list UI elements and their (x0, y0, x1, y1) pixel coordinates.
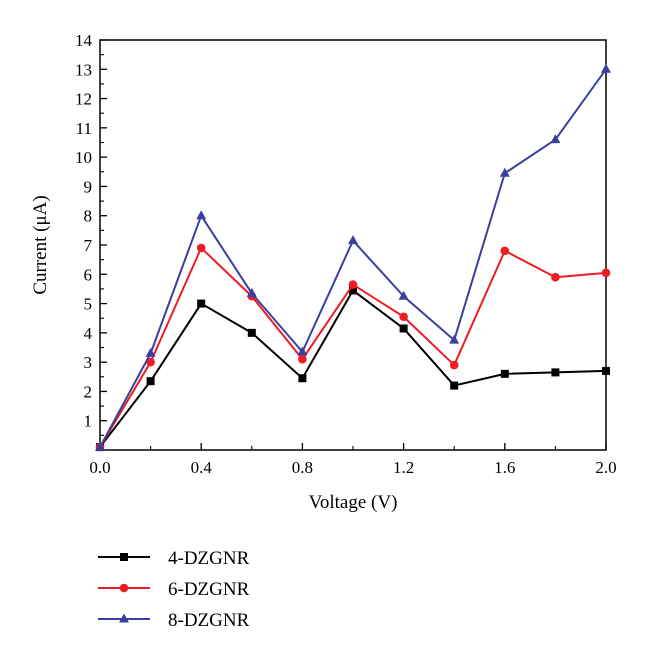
data-point (298, 374, 307, 383)
data-point (450, 381, 459, 390)
data-point (145, 347, 156, 357)
y-tick-label: 6 (84, 265, 93, 284)
y-tick-label: 13 (75, 60, 92, 79)
data-point (601, 63, 611, 73)
x-tick-label: 0.8 (292, 458, 313, 477)
legend: 4-DZGNR 6-DZGNR 8-DZGNR (98, 548, 250, 631)
legend-marker (119, 613, 129, 623)
plot-frame (99, 39, 607, 451)
data-point (449, 334, 460, 344)
data-point (601, 268, 611, 278)
legend-label: 8-DZGNR (168, 610, 250, 631)
data-point (196, 243, 206, 253)
data-point (197, 299, 206, 308)
data-point (500, 246, 510, 256)
data-point (348, 280, 358, 289)
y-tick-label: 14 (75, 31, 93, 50)
data-point (398, 290, 409, 300)
y-axis-title: Current (μA) (30, 195, 51, 294)
data-point (246, 287, 257, 297)
series-line (99, 68, 607, 448)
y-tick-label: 11 (76, 119, 92, 138)
x-tick-label: 1.2 (393, 458, 414, 477)
data-point (247, 328, 256, 337)
data-point (146, 357, 155, 367)
y-tick-label: 2 (84, 382, 93, 401)
data-point (550, 134, 561, 144)
y-tick-label: 12 (75, 90, 92, 109)
data-point (500, 369, 509, 378)
y-tick-label: 5 (84, 295, 93, 314)
x-axis: 0.0 0.4 0.8 1.2 1.6 2.0 (89, 443, 617, 477)
data-point (297, 346, 308, 356)
data-point (298, 354, 307, 364)
y-tick-label: 10 (75, 148, 92, 167)
data-point (551, 272, 560, 282)
legend-label: 6-DZGNR (168, 579, 250, 600)
y-tick-label: 3 (84, 353, 93, 372)
data-point (348, 235, 358, 245)
data-point (95, 441, 105, 451)
legend-marker (119, 583, 129, 593)
x-tick-label: 0.4 (191, 458, 213, 477)
x-tick-label: 1.6 (494, 458, 515, 477)
x-axis-title: Voltage (V) (309, 492, 398, 513)
data-point (196, 210, 207, 220)
data-point (551, 368, 560, 377)
x-tick-label: 0.0 (89, 458, 110, 477)
y-tick-label: 8 (84, 207, 93, 226)
y-tick-label: 1 (84, 412, 93, 431)
data-point (602, 366, 610, 375)
x-tick-label: 2.0 (595, 458, 616, 477)
series-line (99, 289, 607, 448)
y-tick-label: 7 (84, 236, 93, 255)
data-point (399, 312, 408, 322)
data-point (499, 167, 510, 177)
legend-label: 4-DZGNR (168, 548, 250, 569)
data-point (146, 377, 155, 386)
series-line (99, 246, 607, 448)
y-tick-label: 4 (84, 324, 93, 343)
data-point (349, 286, 357, 295)
y-tick-label: 9 (84, 177, 93, 196)
legend-marker (120, 553, 128, 561)
data-point (399, 324, 408, 333)
data-point (449, 360, 459, 370)
series-8-DZGNR (95, 63, 611, 451)
series-layer (95, 63, 611, 452)
